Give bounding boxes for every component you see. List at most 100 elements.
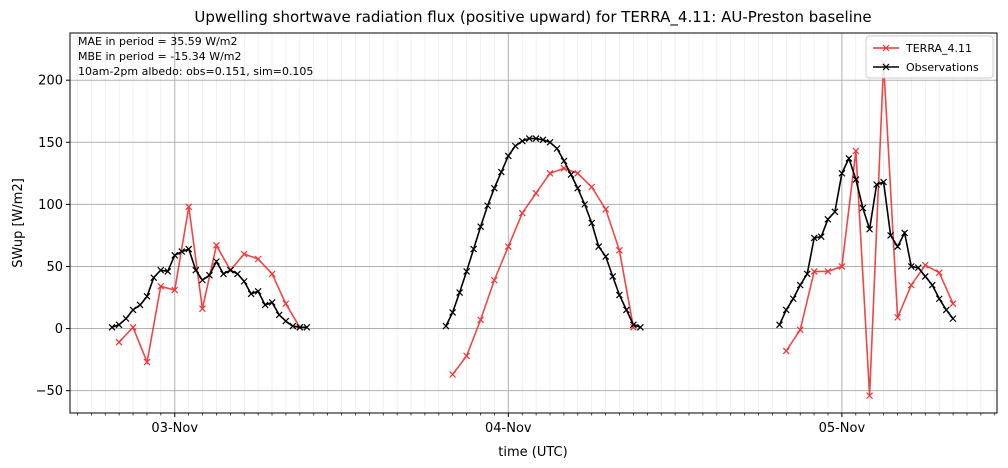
data-point <box>928 281 936 289</box>
data-point <box>615 246 623 254</box>
data-point <box>894 313 902 321</box>
x-tick-label: 03-Nov <box>151 421 198 436</box>
data-point <box>303 323 311 331</box>
data-point <box>247 290 255 298</box>
data-point <box>831 208 839 216</box>
data-point <box>859 204 867 212</box>
data-point <box>782 306 790 314</box>
data-point <box>615 291 623 299</box>
data-point <box>845 155 853 162</box>
data-point <box>595 243 603 251</box>
data-point <box>782 347 790 355</box>
data-point <box>282 317 290 325</box>
data-point <box>171 251 179 259</box>
data-point <box>852 176 860 183</box>
data-point <box>220 270 227 278</box>
data-point <box>261 301 269 309</box>
series-layer <box>108 59 957 400</box>
data-point <box>157 266 165 274</box>
x-tick-label: 05-Nov <box>819 421 866 436</box>
data-point <box>136 301 144 309</box>
data-point <box>470 245 478 253</box>
data-point <box>622 306 630 314</box>
data-point <box>185 245 193 253</box>
data-point <box>609 272 617 280</box>
legend-marker <box>882 44 890 52</box>
legend-marker <box>882 63 890 71</box>
data-point <box>206 271 213 279</box>
y-axis-label: SWup [W/m2] <box>11 178 26 268</box>
data-point <box>817 233 825 241</box>
legend: TERRA_4.11 Observations <box>865 35 994 79</box>
data-point <box>129 306 137 314</box>
data-point <box>477 316 485 324</box>
data-point <box>803 270 811 278</box>
data-point <box>901 229 909 237</box>
data-point <box>497 168 505 176</box>
data-point <box>629 321 637 329</box>
data-point <box>866 392 873 400</box>
data-point <box>240 277 248 285</box>
data-point <box>199 276 206 284</box>
legend-label: Observations <box>906 61 979 74</box>
data-point <box>574 184 582 192</box>
data-point <box>824 215 832 223</box>
data-point <box>192 266 200 274</box>
data-point <box>275 311 283 319</box>
data-point <box>935 269 943 277</box>
data-point <box>296 323 304 331</box>
data-point <box>525 135 533 142</box>
data-point <box>824 268 832 275</box>
y-tick-label: −50 <box>36 384 63 399</box>
data-point <box>115 321 123 329</box>
data-point <box>789 295 797 303</box>
data-point <box>602 205 610 213</box>
data-point <box>157 282 165 290</box>
data-point <box>852 147 860 155</box>
data-point <box>282 300 290 308</box>
y-tick-label: 150 <box>38 136 63 151</box>
data-point <box>518 209 526 217</box>
data-point <box>921 272 929 280</box>
data-point <box>456 289 464 296</box>
data-point <box>546 169 554 177</box>
data-point <box>227 266 234 274</box>
data-point <box>880 178 888 186</box>
data-point <box>546 138 554 146</box>
plot-frame <box>69 32 998 414</box>
series-observations <box>108 135 957 331</box>
chart-title: Upwelling shortwave radiation flux (posi… <box>194 8 871 27</box>
axis-ticks: 03-Nov 04-Nov 05-Nov −50 0 50 100 150 200 <box>36 74 996 436</box>
data-point <box>150 274 158 282</box>
data-point <box>838 169 846 177</box>
data-point <box>935 295 943 303</box>
data-point <box>240 250 248 258</box>
x-tick-label: 04-Nov <box>485 421 532 436</box>
major-grid <box>70 33 997 413</box>
data-point <box>914 264 922 272</box>
data-point <box>907 263 915 270</box>
data-point <box>539 136 547 144</box>
data-point <box>164 268 172 275</box>
y-tick-label: 50 <box>46 260 63 275</box>
data-point <box>949 300 957 308</box>
data-point <box>143 358 151 366</box>
data-point <box>511 142 519 150</box>
data-point <box>477 223 485 231</box>
y-tick-label: 0 <box>55 322 63 337</box>
data-point <box>504 243 512 251</box>
series-terra <box>115 59 957 400</box>
data-point <box>921 261 929 269</box>
data-point <box>490 276 498 284</box>
data-point <box>122 315 130 323</box>
data-point <box>866 225 873 233</box>
data-point <box>588 183 596 191</box>
data-point <box>838 263 846 270</box>
data-point <box>463 352 471 360</box>
legend-label: TERRA_4.11 <box>905 42 972 55</box>
data-point <box>532 135 540 142</box>
data-point <box>213 258 220 265</box>
data-point <box>532 189 540 197</box>
data-point <box>442 322 450 330</box>
